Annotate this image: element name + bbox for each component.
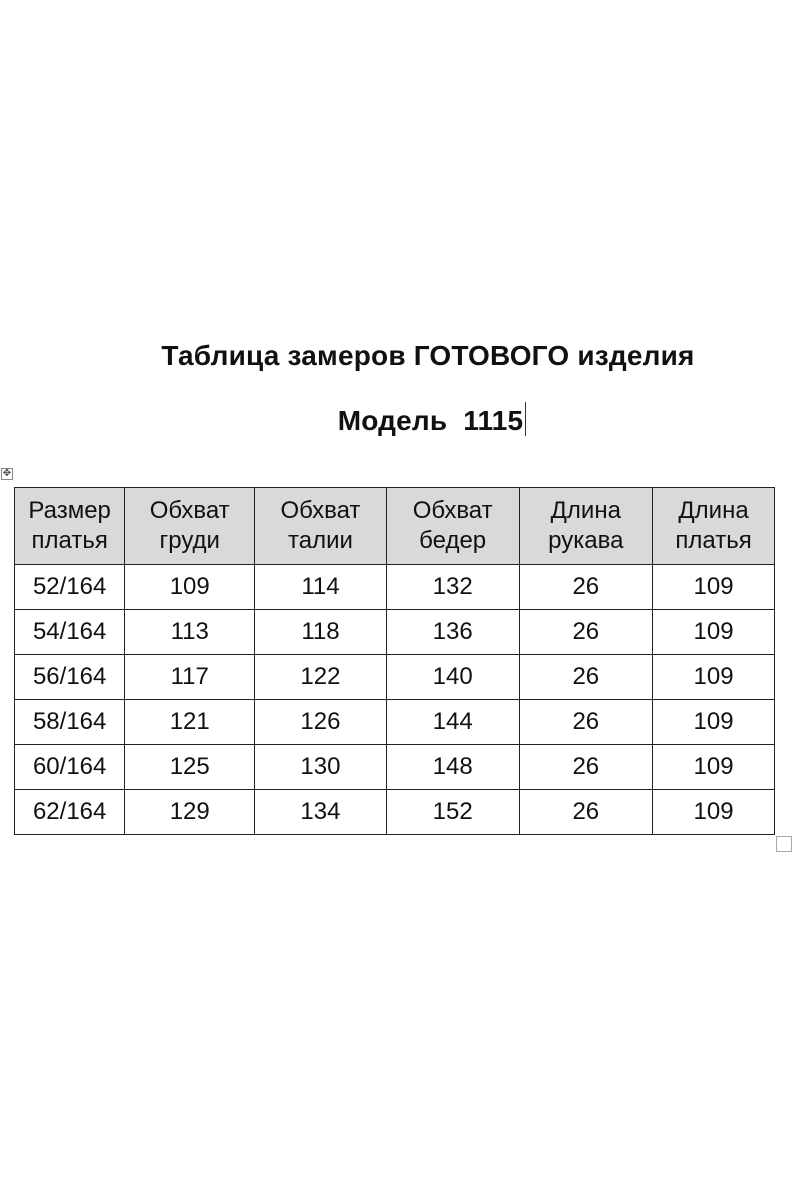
header-line: платья <box>31 527 108 554</box>
table-row: 60/164 125 130 148 26 109 <box>13 744 775 790</box>
table-cell: 136 <box>385 609 520 655</box>
table-cell: 122 <box>254 654 387 700</box>
table-row: 58/164 121 126 144 26 109 <box>13 699 775 745</box>
table-cell: 117 <box>124 654 256 700</box>
table-cell: 148 <box>385 744 520 790</box>
table-cell: 26 <box>518 654 654 700</box>
table-cell: 132 <box>385 564 520 610</box>
table-cell: 126 <box>254 699 387 745</box>
table-cell: 54/164 <box>13 609 126 655</box>
header-line: платья <box>675 527 752 554</box>
header-line: талии <box>288 527 353 554</box>
table-cell: 152 <box>385 789 520 835</box>
model-label: Модель 1115 <box>337 405 524 436</box>
table-move-handle-icon[interactable]: ✥ <box>1 468 13 480</box>
table-cell: 26 <box>518 609 654 655</box>
table-cell: 114 <box>254 564 387 610</box>
table-row: 54/164 113 118 136 26 109 <box>13 609 775 655</box>
table-resize-handle[interactable] <box>776 836 792 852</box>
table-cell: 26 <box>518 789 654 835</box>
table-cell: 125 <box>124 744 256 790</box>
table-cell: 26 <box>518 744 654 790</box>
header-cell: Длина платья <box>652 487 775 565</box>
table-cell: 26 <box>518 564 654 610</box>
table-cell: 113 <box>124 609 256 655</box>
header-line: Обхват <box>149 497 230 524</box>
text-cursor <box>525 402 527 436</box>
table-cell: 118 <box>254 609 387 655</box>
table-cell: 109 <box>652 699 775 745</box>
table-cell: 140 <box>385 654 520 700</box>
header-cell: Длина рукава <box>518 487 654 565</box>
table-cell: 130 <box>254 744 387 790</box>
header-line: Обхват <box>412 497 493 524</box>
table-row: 52/164 109 114 132 26 109 <box>13 564 775 610</box>
table-cell: 144 <box>385 699 520 745</box>
table-cell: 109 <box>652 744 775 790</box>
table-cell: 56/164 <box>13 654 126 700</box>
header-line: Обхват <box>280 497 361 524</box>
table-cell: 62/164 <box>13 789 126 835</box>
table-cell: 109 <box>652 609 775 655</box>
header-cell: Обхват талии <box>254 487 387 565</box>
header-line: груди <box>159 527 220 554</box>
table-cell: 109 <box>652 654 775 700</box>
header-line: Длина <box>678 497 749 524</box>
header-cell: Обхват груди <box>124 487 256 565</box>
table-cell: 134 <box>254 789 387 835</box>
header-line: Длина <box>550 497 621 524</box>
header-line: Размер <box>28 497 111 524</box>
table-cell: 26 <box>518 699 654 745</box>
table-cell: 109 <box>652 789 775 835</box>
table-row: 62/164 129 134 152 26 109 <box>13 789 775 835</box>
table-row: 56/164 117 122 140 26 109 <box>13 654 775 700</box>
table-header-row: Размер платья Обхват груди Обхват талии Обхват… <box>13 487 775 565</box>
model-heading: Модель 1115 <box>0 402 800 437</box>
header-line: бедер <box>419 527 487 554</box>
table-cell: 109 <box>652 564 775 610</box>
table-cell: 121 <box>124 699 256 745</box>
document-title: Таблица замеров ГОТОВОГО изделия <box>161 340 695 371</box>
table-cell: 52/164 <box>13 564 126 610</box>
table-cell: 129 <box>124 789 256 835</box>
table-cell: 58/164 <box>13 699 126 745</box>
header-line: рукава <box>548 527 624 554</box>
table-cell: 109 <box>124 564 256 610</box>
table-cell: 60/164 <box>13 744 126 790</box>
header-cell: Обхват бедер <box>385 487 520 565</box>
header-cell: Размер платья <box>13 487 126 565</box>
size-table: Размер платья Обхват груди Обхват талии Обхват… <box>13 487 775 835</box>
